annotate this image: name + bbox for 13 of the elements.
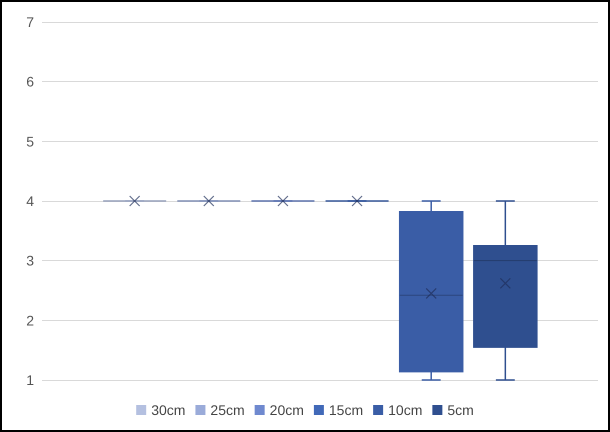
y-tick-label: 2: [26, 312, 34, 328]
legend-label: 30cm: [151, 402, 186, 418]
y-tick-label: 3: [26, 252, 34, 269]
y-tick-label: 6: [26, 74, 34, 90]
legend-label: 15cm: [328, 402, 364, 418]
y-tick-label: 7: [26, 14, 34, 30]
y-tick-label: 1: [26, 372, 34, 388]
y-tick-label: 4: [26, 193, 34, 209]
legend-label: 25cm: [210, 402, 245, 418]
legend-label: 10cm: [388, 402, 422, 418]
legend-label: 20cm: [270, 402, 304, 418]
legend-label: 5cm: [447, 402, 474, 418]
y-tick-label: 5: [26, 133, 34, 150]
